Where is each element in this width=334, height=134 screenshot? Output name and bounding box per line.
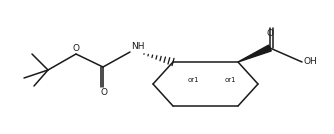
Text: O: O <box>267 29 274 38</box>
Text: or1: or1 <box>224 77 236 83</box>
Text: OH: OH <box>303 57 317 66</box>
Text: NH: NH <box>131 42 145 51</box>
Text: O: O <box>101 88 108 97</box>
Polygon shape <box>238 45 271 62</box>
Text: O: O <box>72 44 79 53</box>
Text: or1: or1 <box>187 77 199 83</box>
